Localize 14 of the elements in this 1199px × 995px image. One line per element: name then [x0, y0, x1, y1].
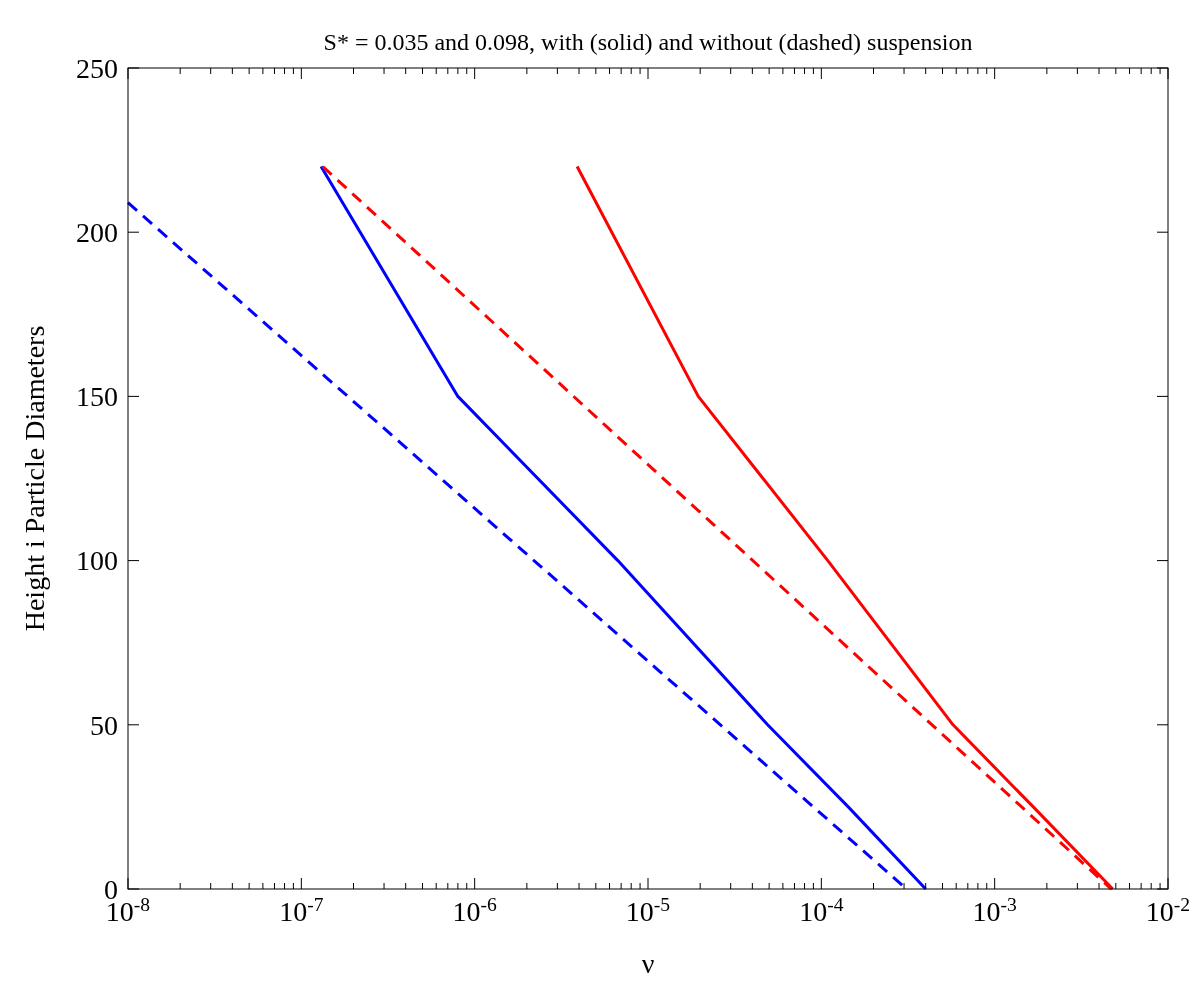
y-axis-title: Height i Particle Diameters	[19, 325, 50, 632]
y-tick-label: 250	[76, 52, 118, 84]
y-tick-label: 100	[76, 545, 118, 577]
x-tick-label: 10$^{-5}$	[625, 893, 671, 927]
x-tick-label: 10$^{-4}$	[799, 893, 844, 927]
y-tick-label: 200	[76, 217, 118, 248]
y-tick-label: 150	[76, 381, 118, 413]
x-axis-title: ν	[641, 948, 655, 979]
x-tick-label: 10$^{-2}$	[1145, 893, 1191, 927]
x-tick-label: 10$^{-6}$	[452, 893, 498, 927]
x-tick-label: 10$^{-3}$	[972, 893, 1018, 927]
chart-title: S* = 0.035 and 0.098, with (solid) and without (dashed) suspension	[323, 29, 973, 55]
y-tick-label: 50	[90, 709, 118, 741]
x-tick-label: 10$^{-7}$	[279, 893, 324, 927]
